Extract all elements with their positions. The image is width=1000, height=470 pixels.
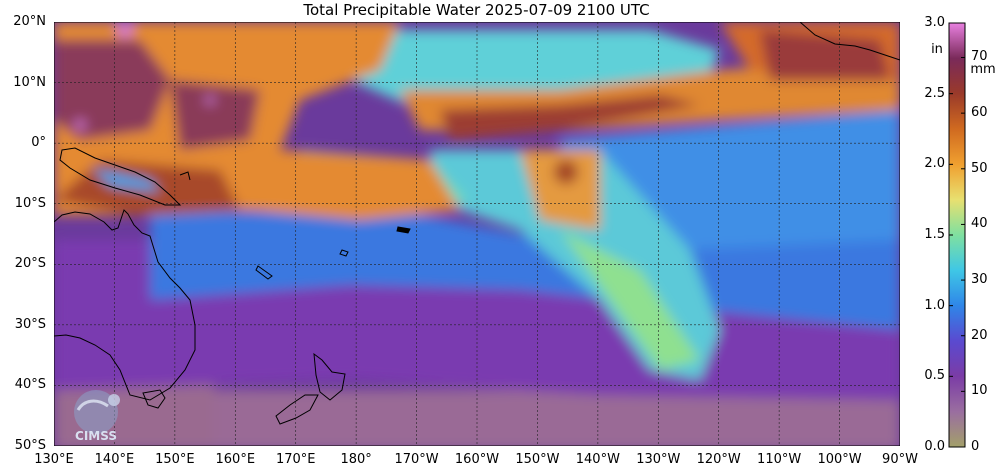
longitude-label: 160°E xyxy=(215,452,256,467)
latitude-label: 0° xyxy=(31,135,46,151)
colorbar-tick-label-in: 0.5 xyxy=(924,368,945,384)
longitude-label: 150°E xyxy=(155,452,195,467)
longitude-label: 170°W xyxy=(394,452,439,467)
logo-text: CIMSS xyxy=(75,429,117,443)
colorbar-tick-label-in: 2.5 xyxy=(924,85,945,101)
colorbar-tick-label-mm: 30 xyxy=(971,272,988,288)
latitude-label: 50°S xyxy=(14,438,46,453)
colorbar-ticks xyxy=(949,22,965,448)
latitude-label: 40°S xyxy=(14,377,46,393)
colorbar-tick-label-in: 1.5 xyxy=(924,227,945,242)
colorbar-tick-label-in: 0.0 xyxy=(924,439,945,454)
latitude-label: 30°S xyxy=(14,316,46,332)
coastlines xyxy=(54,22,900,425)
unit-in-label: in xyxy=(931,42,943,57)
latitude-label: 20°N xyxy=(13,14,46,29)
graticule xyxy=(54,22,900,446)
longitude-label: 160°W xyxy=(454,452,500,467)
colorbar-tick-label-in: 1.0 xyxy=(924,297,945,313)
latitude-label: 20°S xyxy=(14,256,46,272)
latitude-label: 10°S xyxy=(14,195,46,211)
colorbar-tick-label-mm: 40 xyxy=(971,216,988,232)
colorbar-tick-label-mm: 50 xyxy=(971,160,988,176)
colorbar-tick-label-in: 2.0 xyxy=(924,156,945,172)
colorbar-tick-label-mm: 20 xyxy=(971,327,988,343)
colorbar-unit-in: in xyxy=(925,42,949,57)
longitude-label: 90°W xyxy=(882,452,918,467)
longitude-label: 170°E xyxy=(275,452,316,467)
colorbar-tick-label-mm: 70 xyxy=(971,49,988,65)
unit-mm-label: mm xyxy=(970,62,996,77)
cimss-logo: CIMSS xyxy=(74,390,120,443)
colorbar-tick-label-mm: 60 xyxy=(971,105,988,121)
longitude-label: 140°E xyxy=(94,452,135,467)
longitude-label: 120°W xyxy=(696,452,741,467)
longitude-label: 130°W xyxy=(636,452,681,467)
longitude-label: 110°W xyxy=(757,452,802,467)
longitude-label: 140°W xyxy=(575,452,620,467)
longitude-label: 180° xyxy=(340,452,372,467)
precipitable-water-field xyxy=(54,22,900,446)
longitude-label: 100°W xyxy=(817,452,862,467)
colorbar-tick-label-in: 3.0 xyxy=(924,15,945,30)
colorbar-tick-label-mm: 10 xyxy=(971,383,988,399)
colorbar-unit-mm: mm xyxy=(968,62,998,77)
latitude-label: 10°N xyxy=(13,74,46,90)
longitude-label: 130°E xyxy=(34,452,74,467)
longitude-label: 150°W xyxy=(515,452,560,467)
map-title: Total Precipitable Water 2025-07-09 2100… xyxy=(303,1,650,19)
colorbar-tick-label-mm: 0 xyxy=(971,439,980,454)
